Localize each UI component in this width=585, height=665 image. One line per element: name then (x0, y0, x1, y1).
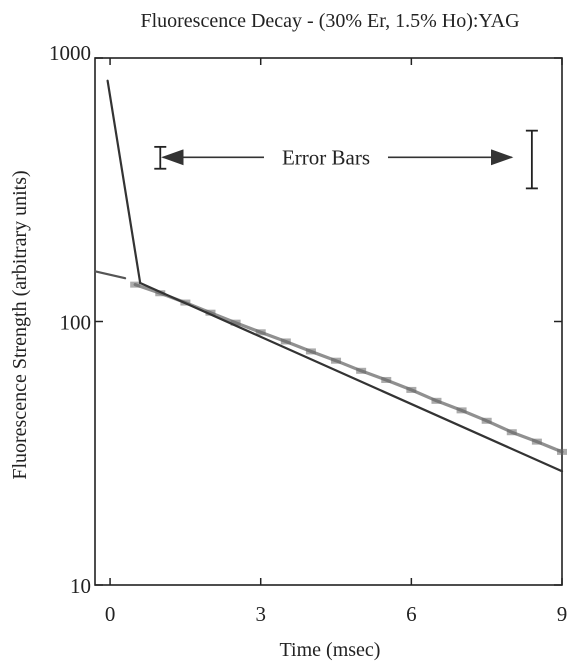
data-point (431, 397, 442, 404)
data-point (456, 407, 467, 414)
data-point (557, 448, 567, 455)
data-point (406, 386, 417, 393)
data-point (280, 338, 291, 345)
annotation-label: Error Bars (282, 145, 370, 169)
y-axis-label: Fluorescence Strength (arbitrary units) (9, 170, 31, 479)
series-line-initial-segment (93, 270, 127, 280)
data-point (155, 290, 166, 297)
data-point (130, 281, 141, 288)
data-point (356, 367, 367, 374)
data-point (255, 329, 266, 336)
data-point (305, 348, 316, 355)
chart-title: Fluorescence Decay - (30% Er, 1.5% Ho):Y… (140, 10, 519, 32)
x-tick-label: 9 (557, 602, 568, 626)
series-line-fit-slow (139, 281, 564, 473)
data-point (481, 417, 492, 424)
y-tick-label: 10 (70, 574, 91, 598)
data-point (506, 429, 517, 436)
series-line-fit-fast (106, 79, 142, 285)
data-point (381, 376, 392, 383)
x-tick-label: 6 (406, 602, 417, 626)
data-point (205, 309, 216, 316)
data-point (531, 438, 542, 445)
data-point (230, 319, 241, 326)
y-tick-label: 1000 (49, 41, 91, 65)
x-tick-label: 0 (105, 602, 116, 626)
y-tick-label: 100 (60, 311, 92, 335)
x-axis-label: Time (msec) (280, 639, 381, 661)
data-point (331, 357, 342, 364)
x-tick-label: 3 (255, 602, 266, 626)
plot-frame (94, 57, 563, 586)
